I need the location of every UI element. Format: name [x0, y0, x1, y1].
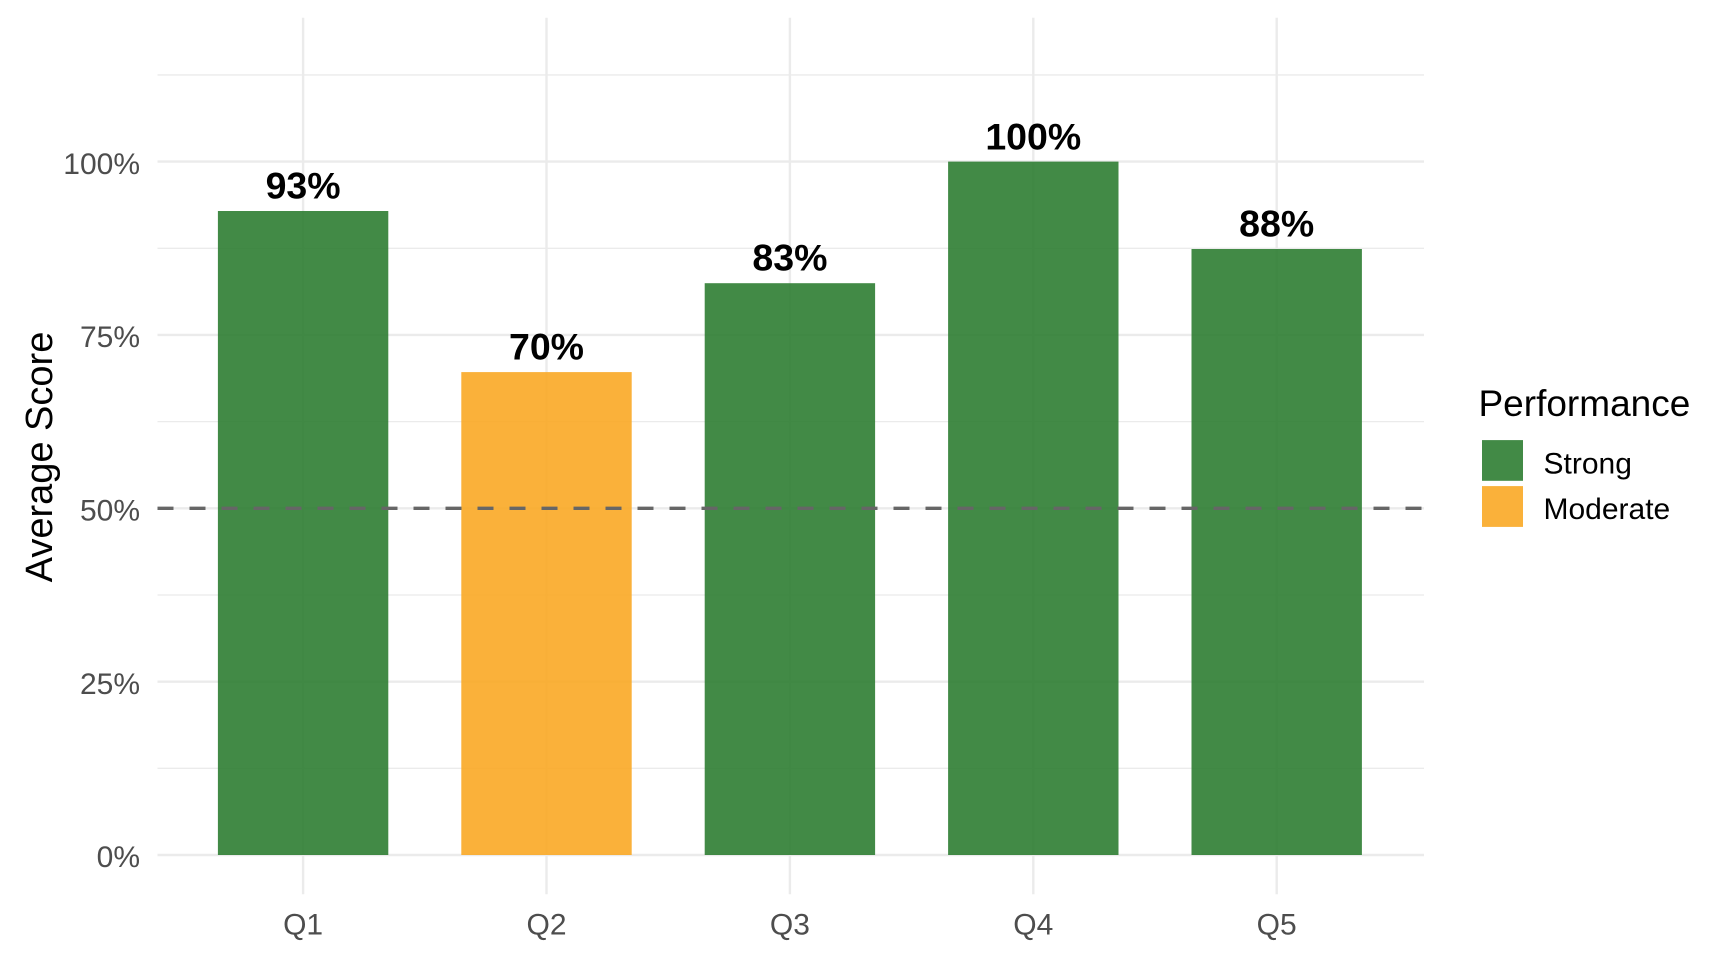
- svg-text:83%: 83%: [752, 237, 827, 279]
- svg-text:50%: 50%: [80, 495, 140, 528]
- svg-text:Strong: Strong: [1544, 447, 1632, 480]
- svg-text:93%: 93%: [266, 165, 341, 207]
- svg-text:25%: 25%: [80, 668, 140, 701]
- svg-text:0%: 0%: [97, 841, 140, 874]
- svg-text:Q4: Q4: [1013, 909, 1053, 942]
- svg-text:100%: 100%: [63, 148, 140, 181]
- svg-text:Performance: Performance: [1479, 383, 1691, 424]
- svg-text:Average Score: Average Score: [19, 332, 61, 583]
- svg-text:75%: 75%: [80, 321, 140, 354]
- svg-text:Q3: Q3: [770, 909, 810, 942]
- svg-text:100%: 100%: [985, 115, 1081, 157]
- svg-text:Moderate: Moderate: [1544, 493, 1671, 526]
- svg-text:Q1: Q1: [283, 909, 323, 942]
- svg-text:70%: 70%: [509, 326, 584, 368]
- svg-text:88%: 88%: [1239, 203, 1314, 245]
- svg-text:Q2: Q2: [526, 909, 566, 942]
- svg-text:Q5: Q5: [1257, 909, 1297, 942]
